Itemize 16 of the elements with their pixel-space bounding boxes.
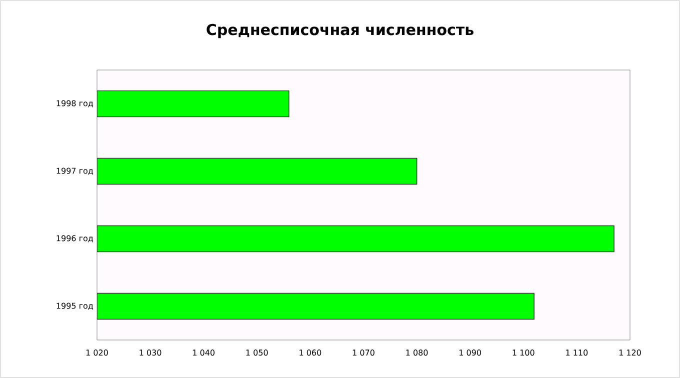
y-tick-label: 1996 год [56,235,94,242]
y-tick-label: 1997 год [56,168,94,175]
x-tick-label: 1 070 [352,350,374,356]
y-tick-label: 1998 год [56,100,94,108]
x-tick-label: 1 020 [86,350,108,356]
x-tick-label: 1 030 [140,350,162,356]
x-tick-label: 1 040 [193,350,215,356]
x-tick-label: 1 050 [246,350,268,356]
x-tick-label: 1 100 [512,350,534,356]
x-tick-label: 1 080 [406,350,428,356]
chart-title: Среднесписочная численность [206,24,474,38]
y-tick-label: 1995 год [56,302,94,310]
x-tick-label: 1 090 [460,350,482,356]
x-tick-label: 1 060 [300,350,322,356]
x-tick-label: 1 110 [566,350,588,356]
x-tick-label: 1 120 [619,350,641,356]
